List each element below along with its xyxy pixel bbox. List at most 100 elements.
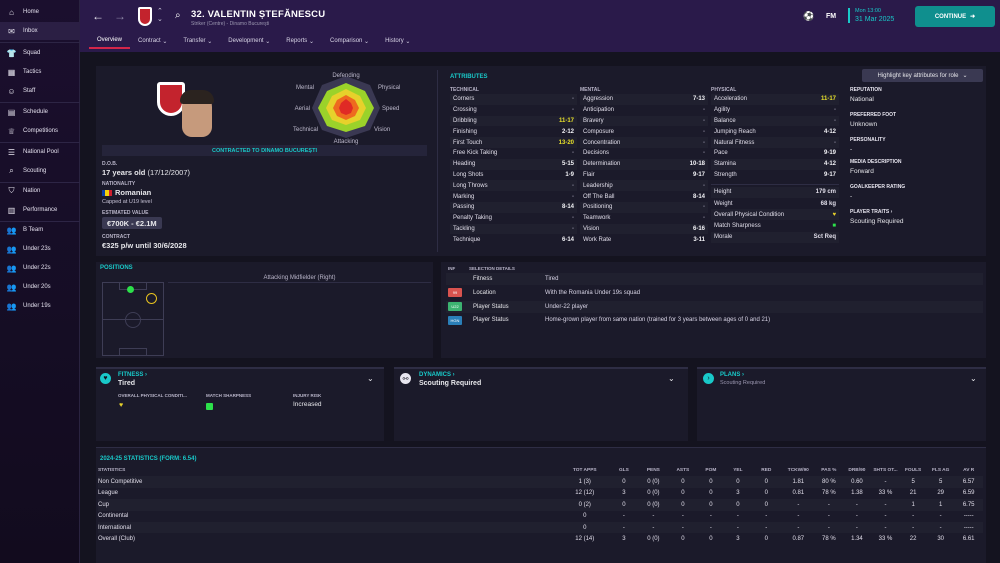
player-traits-link[interactable]: PLAYER TRAITS › bbox=[850, 209, 893, 215]
stats-header[interactable]: AV R bbox=[963, 468, 975, 474]
tab-overview[interactable]: Overview bbox=[89, 33, 131, 49]
tab-reports[interactable]: Reports ⌄ bbox=[286, 38, 315, 45]
fm-logo[interactable]: FM bbox=[826, 13, 837, 20]
attribute-row[interactable]: Positioning - bbox=[580, 202, 708, 213]
stats-header[interactable]: TOT APPS bbox=[572, 468, 597, 474]
attribute-row[interactable]: Strength 9-17 bbox=[711, 170, 839, 181]
attribute-row[interactable]: Teamwork - bbox=[580, 213, 708, 224]
stats-header[interactable]: PENS bbox=[646, 468, 660, 474]
sidebar-item-b-team[interactable]: 👥 B Team bbox=[6, 225, 44, 235]
sidebar-item-under-19s[interactable]: 👥 Under 19s bbox=[6, 301, 51, 311]
sidebar-item-squad[interactable]: 👕 Squad bbox=[6, 48, 41, 58]
tab-contract[interactable]: Contract ⌄ bbox=[138, 38, 168, 45]
attribute-row[interactable]: Long Shots 1-9 bbox=[450, 170, 577, 181]
back-arrow-icon[interactable]: ← bbox=[92, 9, 104, 23]
attribute-row[interactable]: Flair 9-17 bbox=[580, 170, 708, 181]
stats-header[interactable]: RED bbox=[761, 468, 772, 474]
attribute-row[interactable]: Anticipation - bbox=[580, 105, 708, 116]
stats-cell: 0 bbox=[709, 536, 713, 543]
tab-comparison[interactable]: Comparison ⌄ bbox=[330, 38, 370, 45]
attribute-row[interactable]: Finishing 2-12 bbox=[450, 126, 577, 137]
attribute-row[interactable]: Concentration - bbox=[580, 137, 708, 148]
stats-cell: - bbox=[884, 524, 887, 531]
attribute-row[interactable]: Decisions - bbox=[580, 148, 708, 159]
stats-header[interactable]: PAS % bbox=[821, 468, 837, 474]
attribute-row[interactable]: Crossing - bbox=[450, 105, 577, 116]
highlight-role-dropdown[interactable]: Highlight key attributes for role ⌄ bbox=[862, 69, 983, 82]
tab-development[interactable]: Development ⌄ bbox=[228, 38, 271, 45]
sidebar-item-under-20s[interactable]: 👥 Under 20s bbox=[6, 282, 51, 292]
attribute-row[interactable]: Heading 5-15 bbox=[450, 158, 577, 170]
stats-row: Continental 0- - - - - - - - - - - - ----- bbox=[98, 511, 983, 522]
attribute-row[interactable]: Composure - bbox=[580, 126, 708, 137]
stats-header[interactable]: FLS AG bbox=[931, 468, 950, 474]
attribute-row[interactable]: Acceleration 11-17 bbox=[711, 94, 839, 105]
sidebar-item-inbox[interactable]: ✉ Inbox bbox=[0, 22, 80, 40]
attribute-row[interactable]: Determination 10-18 bbox=[580, 158, 708, 170]
sidebar-item-competitions[interactable]: ♕ Competitions bbox=[7, 126, 59, 136]
tab-history[interactable]: History ⌄ bbox=[385, 38, 411, 45]
attribute-row[interactable]: Aggression 7-13 bbox=[580, 94, 708, 105]
stats-header[interactable]: GLS bbox=[618, 468, 629, 474]
value-badge[interactable]: €700K - €2.1M bbox=[102, 217, 162, 229]
date-box[interactable]: Mon 13:00 31 Mar 2025 bbox=[848, 8, 894, 23]
sidebar-item-schedule[interactable]: ▤ Schedule bbox=[7, 107, 49, 117]
player-switch-icon[interactable]: ⌃ ⌄ bbox=[157, 8, 163, 23]
attribute-row[interactable]: First Touch 13-20 bbox=[450, 137, 577, 148]
stats-header[interactable]: YEL bbox=[733, 468, 743, 474]
attribute-row[interactable]: Marking - bbox=[450, 191, 577, 202]
attribute-row[interactable]: Vision 6-16 bbox=[580, 223, 708, 235]
sidebar-item-national-pool[interactable]: ☰ National Pool bbox=[7, 147, 59, 157]
sidebar-item-under-22s[interactable]: 👥 Under 22s bbox=[6, 263, 51, 273]
stats-header[interactable]: TCKW/90 bbox=[787, 468, 809, 474]
attribute-row[interactable]: Balance - bbox=[711, 115, 839, 127]
attribute-row[interactable]: Penalty Taking - bbox=[450, 213, 577, 224]
attribute-row[interactable]: Leadership - bbox=[580, 180, 708, 192]
attribute-row[interactable]: Long Throws - bbox=[450, 180, 577, 192]
attribute-row[interactable]: Bravery - bbox=[580, 115, 708, 127]
stats-cell: 22 bbox=[909, 536, 917, 543]
attribute-row[interactable]: Stamina 4-12 bbox=[711, 158, 839, 170]
attribute-row[interactable]: Jumping Reach 4-12 bbox=[711, 126, 839, 137]
plans-card bbox=[697, 367, 986, 441]
attribute-row[interactable]: Off The Ball 8-14 bbox=[580, 191, 708, 202]
stats-header[interactable]: SHTS OT... bbox=[873, 468, 898, 474]
attribute-row[interactable]: Technique 6-14 bbox=[450, 234, 577, 245]
attribute-row[interactable]: Agility - bbox=[711, 105, 839, 116]
stats-header[interactable]: DRB/90 bbox=[848, 468, 866, 474]
sidebar-item-tactics[interactable]: ▦ Tactics bbox=[7, 67, 42, 77]
stats-row-label: Continental bbox=[98, 513, 129, 520]
chevron-down-icon[interactable]: ⌄ bbox=[970, 374, 977, 383]
stats-header[interactable]: FOULS bbox=[904, 468, 922, 474]
continue-button[interactable]: CONTINUE ➜ bbox=[915, 6, 995, 27]
plans-title[interactable]: PLANS › bbox=[720, 372, 745, 378]
sidebar-item-staff[interactable]: ☺ Staff bbox=[7, 86, 36, 96]
sidebar-item-scouting[interactable]: ⌕ Scouting bbox=[0, 162, 80, 180]
stats-header[interactable]: STATISTICS bbox=[98, 468, 126, 474]
chevron-down-icon[interactable]: ⌄ bbox=[367, 374, 374, 383]
sidebar-item-under-23s[interactable]: 👥 Under 23s bbox=[6, 244, 51, 254]
fitness-title[interactable]: FITNESS › bbox=[118, 372, 148, 378]
sidebar-item-nation[interactable]: ⛉ Nation bbox=[8, 186, 41, 195]
physical-extra-row: Height 179 cm bbox=[711, 187, 839, 198]
globe-icon[interactable]: ⚽ bbox=[803, 11, 815, 21]
attribute-row[interactable]: Dribbling 11-17 bbox=[450, 115, 577, 127]
attribute-row[interactable]: Work Rate 3-11 bbox=[580, 234, 708, 245]
dynamics-title[interactable]: DYNAMICS › bbox=[419, 372, 455, 378]
sidebar-item-home[interactable]: ⌂ Home bbox=[0, 3, 80, 21]
attribute-row[interactable]: Free Kick Taking - bbox=[450, 148, 577, 159]
sidebar-item-performance[interactable]: ▥ Performance bbox=[7, 205, 58, 215]
plans-icon: › bbox=[703, 373, 714, 384]
search-icon[interactable]: ⌕ bbox=[175, 10, 181, 21]
attribute-row[interactable]: Passing 8-14 bbox=[450, 202, 577, 213]
forward-arrow-icon[interactable]: → bbox=[114, 9, 126, 23]
stats-header[interactable]: POM bbox=[705, 468, 717, 474]
tab-transfer[interactable]: Transfer ⌄ bbox=[183, 38, 213, 45]
extra-label: Height bbox=[714, 189, 732, 196]
stats-header[interactable]: ASTS bbox=[676, 468, 690, 474]
chevron-down-icon[interactable]: ⌄ bbox=[668, 374, 675, 383]
attribute-row[interactable]: Natural Fitness - bbox=[711, 137, 839, 148]
attribute-row[interactable]: Pace 9-19 bbox=[711, 148, 839, 159]
attribute-row[interactable]: Tackling - bbox=[450, 223, 577, 235]
attribute-row[interactable]: Corners - bbox=[450, 94, 577, 105]
